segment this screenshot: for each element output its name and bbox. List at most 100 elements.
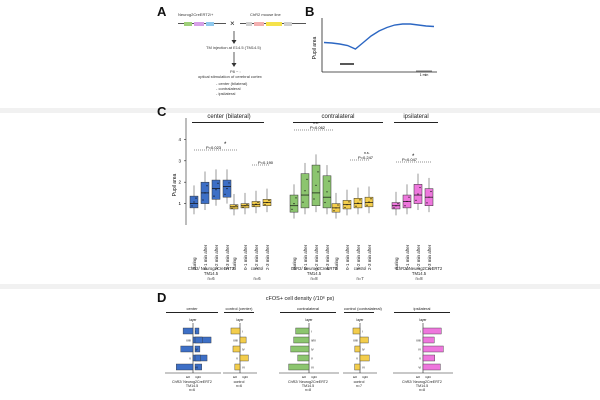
d-group-line: n=8	[304, 388, 312, 393]
d-group-label: ChR2/ Neurog2CreERT2 TM14.5 n=8	[394, 380, 450, 393]
c-section-contra-line	[293, 122, 383, 123]
d-box-right	[194, 354, 201, 362]
c-star-ipsi: *	[412, 154, 415, 160]
c-group-contra-chr2-l2: TM14.5	[306, 271, 322, 276]
d-layer-name: II/III	[233, 339, 238, 343]
d-layer-name: I	[420, 330, 421, 334]
c-point	[226, 188, 228, 190]
d-box	[230, 327, 241, 335]
c-point	[295, 197, 297, 199]
d-layer-name: I	[242, 330, 243, 334]
d-side-right: right	[242, 375, 248, 379]
d-group-line: n=8	[418, 388, 426, 393]
b-ylabel: Pupil area	[312, 37, 318, 60]
c-point	[335, 207, 337, 209]
b-trace-line	[323, 23, 435, 50]
d-layer-name: V	[419, 357, 421, 361]
c-n-contra-chr2: n=8	[310, 276, 318, 281]
c-point	[293, 203, 295, 205]
tm-injection-text: TM injection at E14.5 (TM14.5)	[206, 45, 261, 50]
d-layer-name: VI	[242, 366, 245, 370]
b-scale-label: 1 min	[420, 73, 429, 77]
mouse-right-label: ChR2 mouse line	[250, 12, 281, 17]
c-section-contralateral: contralateral	[321, 114, 355, 120]
c-pval-center-1: P=0.023	[206, 145, 222, 150]
c-y-ticklabel: 3	[178, 158, 181, 163]
d-chart: layer I II/III IV V VI left right	[223, 318, 257, 379]
d-layer-name: I	[362, 330, 363, 334]
d-box	[239, 354, 249, 362]
d-layer-name: I	[195, 330, 196, 334]
c-group-center-chr2-l1: ChR2/ Neurog2CreERT2	[187, 266, 235, 271]
p8-line2: optical stimulation of cerebral cortex	[198, 74, 262, 79]
d-section-title: control (center)	[225, 306, 253, 311]
c-point	[395, 205, 397, 207]
panel-b-chart: Pupil area 1 min	[312, 18, 437, 77]
d-layer-name: IV	[242, 348, 245, 352]
c-point	[302, 201, 304, 203]
d-side-right: right	[362, 375, 368, 379]
d-box	[422, 345, 444, 353]
d-group-line: TM14.5	[415, 384, 429, 389]
c-point	[333, 210, 335, 212]
c-point	[408, 196, 410, 198]
c-group-ipsi-chr2: ChR2/ Neurog2CreERT2 TM14.5 n=8	[394, 266, 444, 281]
d-box-right	[194, 363, 202, 371]
c-point	[306, 178, 308, 180]
c-point	[430, 190, 432, 193]
arrow-down-1	[231, 31, 237, 44]
d-title: cFOS+ cell density (/10⁶ px)	[265, 296, 335, 302]
c-point	[215, 189, 217, 191]
c-n-center-chr2: n=6	[207, 276, 215, 281]
c-point	[368, 201, 370, 203]
c-group-contra-chr2-l1: ChR2/ Neurog2CreERT2	[290, 266, 338, 271]
d-side-right: right	[311, 375, 317, 379]
d-layer-name: V	[236, 357, 238, 361]
c-pval-center-2: P=0.190	[258, 160, 274, 165]
c-n-center-ctrl: n=6	[253, 276, 261, 281]
d-group-label: ChR2/ Neurog2CreERT2 TM14.5 n=6	[166, 380, 218, 393]
c-point	[244, 205, 246, 207]
d-box	[359, 336, 369, 344]
c-point	[231, 207, 233, 209]
c-n-contra-ctrl: n=7	[356, 276, 364, 281]
d-layer-name: IV	[418, 348, 421, 352]
c-ylabel: Pupil area	[172, 174, 178, 197]
d-box	[234, 363, 241, 371]
panel-b-letter: B	[305, 4, 315, 19]
c-point	[370, 198, 372, 200]
c-point	[328, 180, 330, 182]
d-side-left: left	[416, 375, 420, 379]
d-layer-name: VI	[311, 366, 314, 370]
c-point	[326, 191, 328, 193]
c-point	[195, 197, 197, 199]
separator-band-top	[0, 108, 600, 113]
d-layer-name: IV	[311, 348, 314, 352]
construct-left	[178, 22, 226, 27]
d-layer-name: V	[189, 357, 191, 361]
d-layer-name: I	[311, 330, 312, 334]
d-box	[232, 345, 241, 353]
d-group-line: n=6	[235, 384, 243, 389]
c-point	[202, 199, 204, 201]
c-group-contra-ctrl: control n=7	[340, 266, 380, 281]
c-group-ipsi-chr2-l2: TM14.5	[411, 271, 427, 276]
c-pval-ipsi: P=0.047	[402, 157, 418, 162]
d-side-left: left	[186, 375, 190, 379]
c-point	[366, 204, 368, 206]
c-group-center-chr2-l2: TM14.5	[203, 271, 219, 276]
d-side-left: left	[353, 375, 357, 379]
c-point	[313, 198, 315, 200]
d-layer-label: layer	[190, 318, 198, 322]
construct-right	[240, 22, 306, 27]
c-point	[255, 203, 257, 205]
c-point	[426, 202, 428, 204]
c-point	[359, 199, 361, 201]
d-layer-name: V	[311, 357, 313, 361]
c-point	[337, 204, 339, 206]
d-chart: layer I II/III IV V VI left right	[279, 318, 339, 379]
panel-a-letter: A	[157, 4, 167, 19]
c-y-ticklabel: 4	[178, 137, 181, 142]
d-section-title: contralateral	[296, 306, 319, 311]
d-box	[293, 336, 310, 344]
